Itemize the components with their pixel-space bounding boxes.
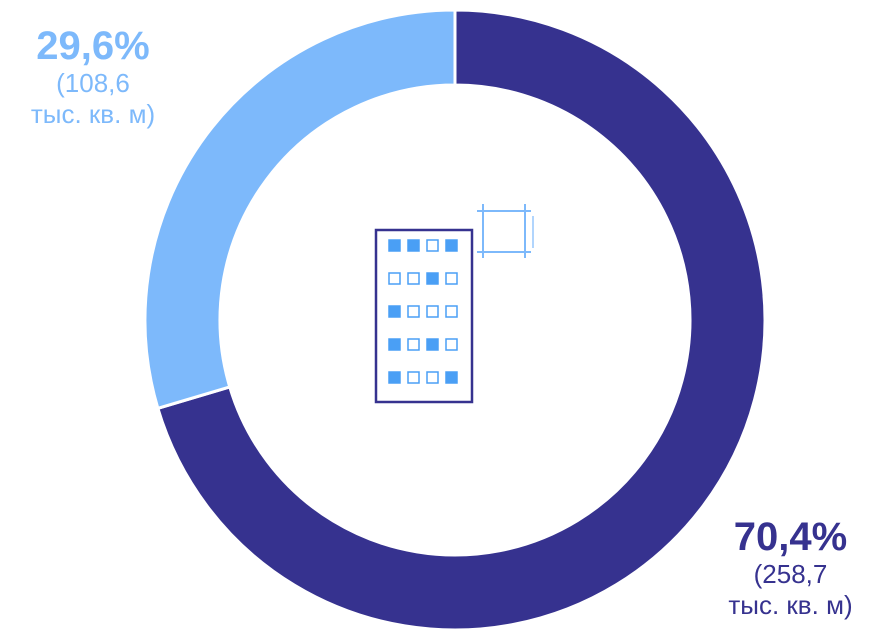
slice-value-light-line1: (108,6	[56, 68, 130, 98]
donut-slices	[143, 8, 767, 632]
apartment-building-icon	[374, 204, 534, 404]
building-windows	[388, 239, 458, 384]
slice-value-dark-line2: тыс. кв. м)	[728, 590, 853, 620]
window-square	[445, 305, 458, 318]
window-square	[426, 305, 439, 318]
window-square	[426, 272, 439, 285]
window-square	[407, 338, 420, 351]
window-square	[388, 305, 401, 318]
window-square	[407, 305, 420, 318]
window-square	[426, 338, 439, 351]
window-square	[388, 338, 401, 351]
slice-value-dark-line1: (258,7	[753, 559, 828, 589]
blueprint-icon	[477, 204, 534, 258]
slice-value-light-line2: тыс. кв. м)	[30, 99, 156, 129]
slice-percent-dark: 70,4%	[733, 515, 848, 559]
window-square	[388, 272, 401, 285]
window-square	[426, 371, 439, 384]
donut-slice-dark	[155, 8, 767, 632]
window-square	[445, 239, 458, 252]
donut-slice-light	[143, 8, 457, 411]
window-square	[407, 272, 420, 285]
window-square	[445, 371, 458, 384]
slice-percent-light: 29,6%	[36, 24, 150, 68]
window-square	[407, 239, 420, 252]
window-square	[388, 371, 401, 384]
slice-label-light: 29,6% (108,6 тыс. кв. м)	[14, 24, 172, 130]
slice-label-dark: 70,4% (258,7 тыс. кв. м)	[708, 515, 873, 621]
window-square	[426, 239, 439, 252]
window-square	[445, 338, 458, 351]
window-square	[388, 239, 401, 252]
window-square	[407, 371, 420, 384]
window-square	[445, 272, 458, 285]
